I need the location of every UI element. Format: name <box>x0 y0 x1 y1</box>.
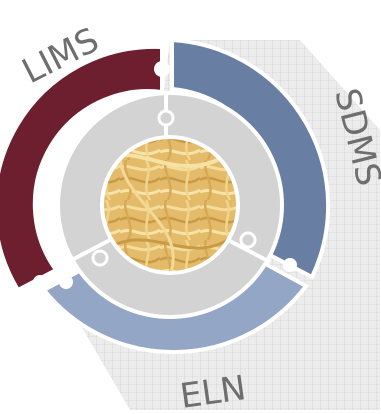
inner-ring-knob-top <box>157 109 175 127</box>
lims-connector-knob <box>154 61 170 77</box>
lims-connector-knob-bottom <box>33 275 47 289</box>
inner-ring-knob-left <box>91 249 109 267</box>
eln-connector-knob <box>59 275 73 289</box>
lims-segment <box>0 44 164 293</box>
eln-label: ELN <box>178 368 249 410</box>
sdms-connector-knob <box>283 258 297 272</box>
inner-ring-divider-left <box>67 238 111 264</box>
inner-ring-knob-right <box>239 231 257 249</box>
inner-ring-divider-right <box>227 238 271 264</box>
